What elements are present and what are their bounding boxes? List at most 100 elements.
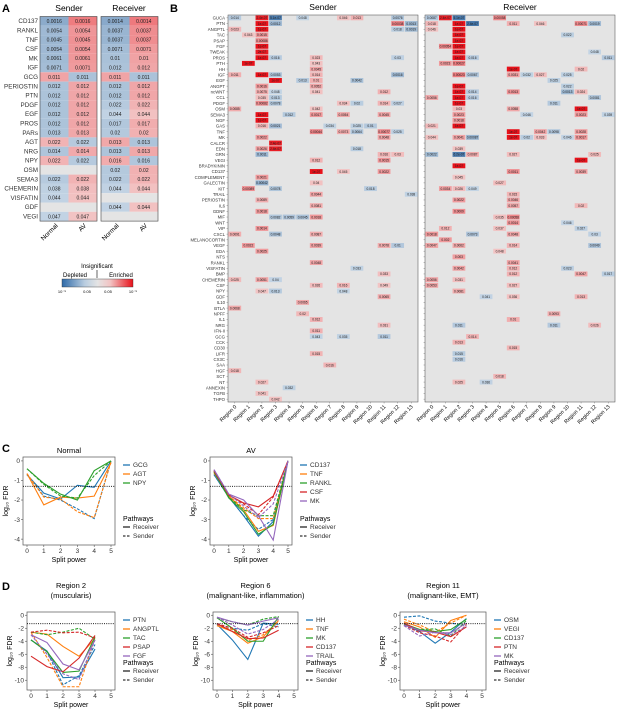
sender-cell-value: 0.0017: [311, 113, 321, 117]
receiver-cell: [129, 174, 158, 184]
series-line-psap-sender: [30, 629, 96, 639]
sender-cell: [377, 129, 391, 135]
sender-cell: [377, 243, 391, 248]
receiver-cell-value: 0.014: [469, 90, 477, 94]
receiver-cell: [506, 282, 520, 288]
y-tick-label: -4: [391, 638, 397, 645]
sender-cell: [377, 271, 391, 277]
sender-cell: [269, 186, 282, 192]
sender-cell: [40, 53, 69, 63]
sender-cell: [391, 26, 405, 32]
pathway-label: BMP: [216, 272, 225, 277]
receiver-cell: [506, 72, 520, 78]
sender-cell: [255, 123, 269, 129]
receiver-cell: [588, 95, 602, 100]
sender-cell-value: 0.012: [312, 158, 320, 162]
receiver-cell: [452, 32, 466, 38]
receiver-cell-value: 0.0017: [576, 136, 586, 140]
sender-cell: [68, 183, 97, 194]
sender-cell-value: 0.01: [395, 244, 401, 248]
sender-cell-value: 0.048: [272, 90, 280, 94]
row-label: OSM: [24, 167, 38, 174]
y-tick-label: -3: [201, 517, 207, 524]
receiver-cell-value: 6.2e-07: [454, 153, 465, 157]
receiver-cell-value: 1e-07: [577, 158, 585, 162]
sender-cell: [269, 78, 282, 83]
legend-entry: TRAIL: [316, 653, 335, 660]
receiver-cell: [452, 339, 466, 345]
pathway-label: SEMA3: [210, 112, 225, 117]
sender-cell-value: 0.03: [395, 56, 401, 60]
receiver-cell: [452, 100, 466, 106]
sender-cell: [40, 146, 69, 156]
receiver-cell-value: 0.027: [536, 73, 544, 77]
legend-linestyle-label: Sender: [133, 533, 155, 540]
receiver-cell: [438, 225, 452, 231]
sender-cell-value: 0.012: [48, 84, 61, 90]
sender-cell-value: 2.4e-07: [270, 141, 281, 145]
sender-cell-value: 0.043: [312, 62, 320, 66]
sender-cell: [269, 95, 282, 100]
receiver-cell-value: 0.003: [455, 255, 463, 259]
sender-cell-value: 0.0016: [393, 73, 403, 77]
receiver-cell: [129, 183, 158, 194]
receiver-cell-value: 0.013: [577, 295, 585, 299]
receiver-cell-value: 0.048: [496, 249, 504, 253]
receiver-cell-value: 0.0049: [590, 244, 600, 248]
sender-cell-value: 0.0048: [271, 232, 281, 236]
pathway-label: IL6: [219, 203, 226, 208]
sender-cell: [269, 55, 282, 61]
sender-cell-value: 0.0054: [75, 47, 91, 53]
receiver-cell-value: 0.046: [564, 221, 572, 225]
receiver-cell-value: 0.0037: [136, 38, 152, 44]
receiver-cell: [438, 237, 452, 243]
sender-cell-value: 0.01: [313, 79, 319, 83]
legend-linestyle-label: Receiver: [504, 668, 530, 675]
sender-cell-value: 0.012: [48, 121, 61, 127]
receiver-cell-value: 0.011: [109, 75, 121, 81]
receiver-cell: [129, 211, 158, 222]
panel-b-receiver-title: Receiver: [503, 2, 537, 12]
sender-cell: [228, 15, 242, 21]
chart-title: Region 2: [56, 581, 86, 590]
receiver-cell: [588, 151, 602, 157]
sender-cell-value: 5.1e-07: [270, 16, 281, 20]
receiver-cell: [533, 129, 547, 135]
sender-cell-value: 0.034: [339, 101, 347, 105]
receiver-cell: [129, 202, 158, 212]
pathway-label: TWEAK: [210, 50, 225, 55]
receiver-cell-value: 0.0039: [576, 170, 586, 174]
legend-entry: NPY: [133, 480, 147, 487]
sender-cell-value: 0.0013: [406, 22, 416, 26]
legend-entry: AGT: [133, 471, 146, 478]
receiver-cell: [561, 32, 574, 38]
legend-entry: TNF: [310, 471, 323, 478]
receiver-cell: [129, 35, 158, 45]
legend-linestyle-label: Receiver: [316, 668, 342, 675]
sender-cell-value: 0.035: [339, 335, 347, 339]
sender-cell: [377, 151, 391, 157]
receiver-cell: [101, 193, 130, 203]
receiver-cell: [452, 379, 466, 385]
sender-cell: [40, 25, 69, 36]
pathway-label: BRADYKININ: [199, 164, 225, 169]
sender-cell: [377, 169, 391, 174]
series-line-psap-receiver: [30, 635, 96, 673]
receiver-cell: [129, 63, 158, 73]
row-label: NRG: [24, 148, 38, 155]
receiver-cell: [452, 117, 466, 123]
receiver-cell-value: 0.012: [109, 66, 122, 72]
sender-cell: [228, 368, 242, 374]
receiver-cell: [574, 169, 588, 174]
row-label: GDF: [25, 204, 38, 211]
y-axis-label: log₁₀ FDR: [190, 486, 197, 517]
receiver-cell-value: 0.0014: [136, 19, 152, 25]
column-label: Normal: [101, 222, 121, 242]
sender-cell: [336, 169, 350, 174]
sender-cell-value: 0.0054: [47, 47, 63, 53]
sender-cell: [40, 137, 69, 147]
receiver-cell: [101, 137, 130, 147]
sender-cell-value: 0.0085: [230, 107, 240, 111]
receiver-cell-value: 0.013: [109, 140, 122, 146]
pathway-label: CCK: [216, 340, 225, 345]
